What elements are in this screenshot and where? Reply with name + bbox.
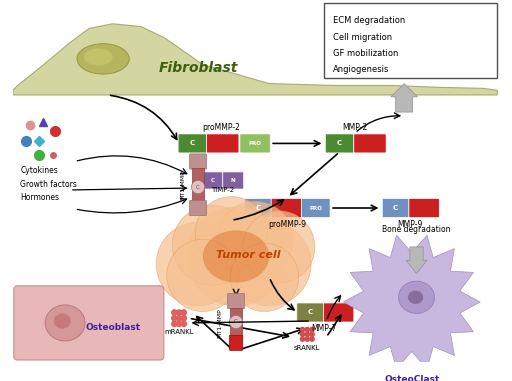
FancyBboxPatch shape [193,168,204,201]
Circle shape [309,331,315,337]
Text: Bone degradation: Bone degradation [382,225,451,234]
Circle shape [176,315,182,322]
Circle shape [171,315,178,322]
Circle shape [171,309,178,316]
FancyBboxPatch shape [240,134,270,153]
Circle shape [229,315,243,329]
FancyBboxPatch shape [245,199,271,218]
Text: C: C [337,141,342,146]
Circle shape [171,320,178,327]
Text: OsteoClast: OsteoClast [384,375,439,381]
Text: MMP-7: MMP-7 [312,324,337,333]
Circle shape [300,327,305,333]
Text: C: C [308,309,313,315]
Text: sRANKL: sRANKL [294,345,321,351]
FancyBboxPatch shape [354,134,386,153]
Text: MMP-2: MMP-2 [342,123,368,132]
Text: C: C [210,178,215,183]
FancyBboxPatch shape [14,286,164,360]
Ellipse shape [45,305,85,341]
Circle shape [176,320,182,327]
Text: TIMP-2: TIMP-2 [211,187,234,193]
Circle shape [156,222,240,306]
Text: Cell migration: Cell migration [333,32,392,42]
FancyBboxPatch shape [223,172,244,189]
FancyBboxPatch shape [207,134,239,153]
Ellipse shape [54,314,71,329]
Text: Hormones: Hormones [20,193,59,202]
Circle shape [195,197,267,269]
Text: MT1-MMP: MT1-MMP [180,170,185,200]
Ellipse shape [77,44,129,74]
Polygon shape [344,235,480,369]
FancyBboxPatch shape [382,199,409,218]
Ellipse shape [84,48,113,66]
Circle shape [300,331,305,337]
Text: mRANKL: mRANKL [164,330,194,335]
Circle shape [187,207,286,306]
Ellipse shape [203,231,269,283]
Text: C: C [190,141,195,146]
Text: MT1-MMP: MT1-MMP [218,308,222,338]
FancyBboxPatch shape [230,308,242,336]
Text: proMMP-9: proMMP-9 [268,220,306,229]
Circle shape [181,309,187,316]
FancyBboxPatch shape [297,303,324,322]
Polygon shape [13,24,497,95]
FancyBboxPatch shape [178,134,207,153]
Text: Angiogenesis: Angiogenesis [333,65,389,74]
Text: C: C [234,320,238,325]
Text: proMMP-2: proMMP-2 [202,123,240,132]
Circle shape [230,243,298,312]
Circle shape [305,327,310,333]
Circle shape [305,331,310,337]
Text: ECM degradation: ECM degradation [333,16,405,26]
FancyBboxPatch shape [229,335,243,351]
FancyBboxPatch shape [202,172,223,189]
FancyArrow shape [406,247,427,274]
Circle shape [176,309,182,316]
Circle shape [173,205,252,285]
Circle shape [309,327,315,333]
Text: N: N [231,178,236,183]
Text: C: C [393,205,398,211]
FancyBboxPatch shape [189,154,207,169]
Circle shape [191,181,205,194]
Text: PRO: PRO [309,205,322,211]
Circle shape [181,320,187,327]
FancyBboxPatch shape [227,293,245,309]
Circle shape [243,211,315,283]
Text: Fibroblast: Fibroblast [158,61,238,75]
Ellipse shape [408,291,423,304]
Circle shape [227,222,311,306]
FancyBboxPatch shape [409,199,439,218]
Text: Osteoblast: Osteoblast [85,323,140,332]
FancyArrow shape [391,83,417,112]
Text: MMP-9: MMP-9 [397,220,422,229]
Text: PRO: PRO [249,141,262,146]
Text: Growth factors: Growth factors [20,180,77,189]
FancyBboxPatch shape [325,3,497,78]
Circle shape [309,336,315,342]
Text: GF mobilization: GF mobilization [333,49,398,58]
Circle shape [305,336,310,342]
Ellipse shape [398,281,435,314]
FancyBboxPatch shape [189,200,207,216]
Circle shape [217,201,293,277]
Text: Tumor cell: Tumor cell [216,250,281,259]
Circle shape [181,315,187,322]
Text: C: C [196,185,200,190]
FancyBboxPatch shape [324,303,354,322]
Circle shape [300,336,305,342]
FancyBboxPatch shape [302,199,330,218]
FancyBboxPatch shape [325,134,354,153]
Circle shape [167,239,239,312]
Text: C: C [255,205,261,211]
Text: Cytokines: Cytokines [20,166,58,176]
FancyBboxPatch shape [271,199,302,218]
